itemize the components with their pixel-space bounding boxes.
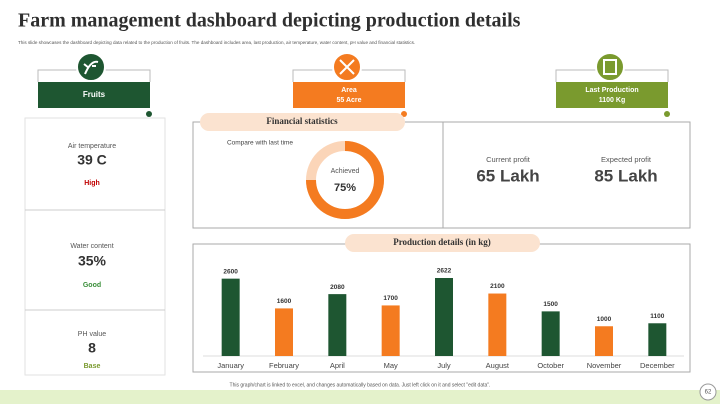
metric-label: Water content bbox=[70, 243, 113, 250]
value-label: 1500 bbox=[543, 301, 558, 308]
x-tick-label: November bbox=[587, 361, 622, 370]
panel-title: Financial statistics bbox=[266, 116, 338, 126]
metric-status: Good bbox=[83, 282, 101, 289]
icon bbox=[76, 52, 106, 82]
metric-status: Base bbox=[84, 363, 101, 370]
metric-value: 35% bbox=[78, 253, 107, 269]
x-tick-label: August bbox=[486, 361, 510, 370]
x-tick-label: January bbox=[217, 361, 244, 370]
profit-label: Expected profit bbox=[601, 155, 652, 164]
metric-label: PH value bbox=[78, 331, 107, 338]
value-label: 1100 bbox=[650, 313, 664, 320]
bar bbox=[488, 293, 507, 356]
bar bbox=[435, 278, 453, 356]
profit-value: 65 Lakh bbox=[476, 166, 539, 185]
dot bbox=[146, 111, 152, 117]
value-label: 1700 bbox=[383, 295, 398, 302]
icon-glyph bbox=[339, 59, 355, 75]
footnote: This graph/chart is linked to excel, and… bbox=[230, 382, 491, 388]
panel-header bbox=[200, 113, 405, 131]
value-label: 2080 bbox=[330, 284, 345, 291]
donut-arc bbox=[306, 141, 384, 219]
x-tick-label: December bbox=[640, 361, 675, 370]
card-label: Last Production bbox=[585, 87, 638, 94]
metrics-panel bbox=[24, 117, 166, 376]
card-fruits: Fruits bbox=[37, 52, 152, 117]
value-label: 1600 bbox=[277, 298, 292, 305]
grass bbox=[0, 390, 720, 404]
card-label: Fruits bbox=[83, 90, 106, 99]
bar bbox=[541, 311, 560, 356]
card-area: Area 55 Acre bbox=[292, 52, 407, 117]
donut-value: 75% bbox=[334, 182, 356, 194]
page-badge bbox=[699, 383, 717, 401]
x-tick-label: July bbox=[437, 361, 451, 370]
page-number: 62 bbox=[705, 390, 712, 396]
subtitle: This slide showcases the dashboard depic… bbox=[18, 40, 415, 45]
bar bbox=[328, 294, 347, 356]
donut-label: Achieved bbox=[331, 168, 360, 175]
icon-glyph bbox=[603, 59, 617, 75]
icon bbox=[595, 52, 625, 82]
x-tick-label: April bbox=[330, 361, 345, 370]
value-label: 2600 bbox=[223, 268, 238, 275]
title: Farm management dashboard depicting prod… bbox=[18, 10, 521, 32]
value-label: 2622 bbox=[437, 268, 452, 275]
card-value: 55 Acre bbox=[336, 97, 361, 104]
bar bbox=[275, 308, 293, 356]
x-tick-label: May bbox=[384, 361, 398, 370]
profit-label: Current profit bbox=[486, 155, 531, 164]
card-label: Area bbox=[341, 87, 357, 94]
profit-value: 85 Lakh bbox=[594, 166, 657, 185]
card-production: Last Production 1100 Kg bbox=[555, 52, 670, 117]
donut-title: Compare with last time bbox=[227, 140, 293, 147]
bar bbox=[221, 278, 240, 356]
metric-value: 39 C bbox=[77, 152, 107, 168]
value-label: 2100 bbox=[490, 283, 505, 290]
dot bbox=[401, 111, 407, 117]
icon-glyph bbox=[83, 60, 99, 75]
bar bbox=[381, 305, 400, 356]
bar-chart: 2600 January 1600 February 2080 April 1700 May 2… bbox=[217, 268, 675, 370]
card-value: 1100 Kg bbox=[599, 97, 625, 104]
value-label: 1000 bbox=[597, 316, 612, 323]
card-banner bbox=[38, 82, 150, 108]
dot bbox=[664, 111, 670, 117]
x-tick-label: October bbox=[537, 361, 564, 370]
metric-value: 8 bbox=[88, 340, 96, 356]
panel-header bbox=[345, 234, 540, 252]
bar bbox=[648, 323, 667, 356]
bar bbox=[595, 326, 613, 356]
metric-label: Air temperature bbox=[68, 143, 116, 150]
panel-title: Production details (in kg) bbox=[393, 237, 491, 247]
card-banner bbox=[293, 82, 405, 108]
x-tick-label: February bbox=[269, 361, 299, 370]
card-banner bbox=[556, 82, 668, 108]
financial-panel bbox=[192, 121, 691, 229]
metric-status: High bbox=[84, 180, 100, 187]
